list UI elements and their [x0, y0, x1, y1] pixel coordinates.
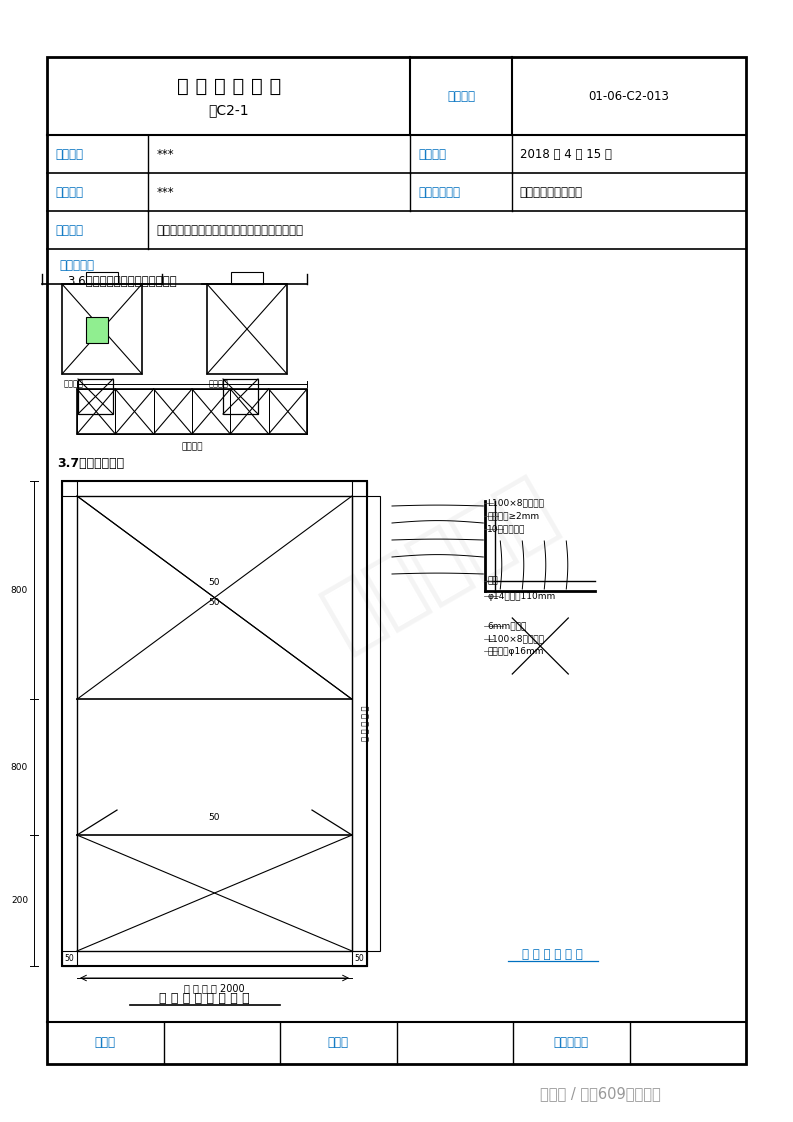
Text: 本交底内容适用于地下室墙体模板支设施工工艺: 本交底内容适用于地下室墙体模板支设施工工艺 — [156, 223, 304, 237]
Text: 3.6墙体阴阳角及模板拼缝节点。: 3.6墙体阴阳角及模板拼缝节点。 — [67, 275, 177, 287]
Text: 门 洞 口 模 板 支 立 图: 门 洞 口 模 板 支 立 图 — [159, 992, 250, 1004]
Text: 技 术 交 底 记 录: 技 术 交 底 记 录 — [177, 76, 281, 95]
Text: 800: 800 — [11, 763, 28, 772]
Text: 审核人: 审核人 — [94, 1037, 116, 1049]
Text: 交底提要: 交底提要 — [55, 223, 83, 237]
Bar — [78, 379, 113, 414]
Text: 50: 50 — [209, 598, 220, 607]
Bar — [352, 481, 367, 496]
Text: 800: 800 — [11, 586, 28, 595]
Text: 接受交底人: 接受交底人 — [554, 1037, 588, 1049]
Text: 中心开孔φ16mm: 中心开孔φ16mm — [487, 646, 543, 655]
Text: 50: 50 — [64, 954, 75, 963]
Text: 2018 年 4 月 15 日: 2018 年 4 月 15 日 — [520, 147, 611, 160]
Bar — [77, 389, 115, 434]
Text: 夹心垫层≥2mm: 夹心垫层≥2mm — [487, 512, 539, 521]
Bar — [207, 284, 287, 374]
Text: φ14螺杆长110mm: φ14螺杆长110mm — [487, 591, 555, 600]
Bar — [192, 389, 230, 434]
Text: 6mm草钢板: 6mm草钢板 — [487, 622, 527, 631]
Text: 200: 200 — [11, 896, 28, 905]
Text: 资料编号: 资料编号 — [447, 90, 475, 102]
Bar — [269, 389, 307, 434]
Text: 门 扇 口 支 设: 门 扇 口 支 设 — [362, 706, 370, 742]
Text: 楔行: 楔行 — [487, 577, 498, 586]
Text: 门 洞 口 ＜ 2000: 门 洞 口 ＜ 2000 — [184, 983, 245, 993]
Text: 50: 50 — [354, 954, 364, 963]
Text: L100×8等边角钢: L100×8等边角钢 — [487, 498, 544, 507]
Text: 阴角模板: 阴角模板 — [64, 379, 84, 388]
Text: 3.7门窗洞口模板: 3.7门窗洞口模板 — [57, 457, 125, 469]
Bar — [77, 496, 352, 951]
Text: 工程名称: 工程名称 — [55, 147, 83, 160]
Text: 阳角模板: 阳角模板 — [209, 379, 229, 388]
Bar — [115, 389, 154, 434]
Text: 阴 角 节 点 大 样: 阴 角 节 点 大 样 — [522, 947, 583, 960]
Text: 50: 50 — [209, 812, 220, 821]
Bar — [86, 272, 118, 284]
Text: 01-06-C2-013: 01-06-C2-013 — [588, 90, 669, 102]
Text: 交底日期: 交底日期 — [419, 147, 446, 160]
Bar — [223, 379, 258, 414]
Text: 施工单位: 施工单位 — [55, 185, 83, 199]
Bar — [47, 57, 746, 1064]
Bar — [352, 951, 367, 966]
Bar — [86, 318, 109, 342]
Bar — [62, 284, 142, 374]
Text: L100×8等边角钢: L100×8等边角钢 — [487, 635, 544, 644]
Text: 10厚覆膜胶板: 10厚覆膜胶板 — [487, 524, 526, 533]
Bar — [230, 389, 269, 434]
Text: 分项工程名称: 分项工程名称 — [419, 185, 461, 199]
Bar — [352, 496, 380, 951]
Text: ***: *** — [156, 147, 174, 160]
Text: ***: *** — [156, 185, 174, 199]
Text: 50: 50 — [209, 578, 220, 587]
Bar — [231, 272, 263, 284]
Bar — [154, 389, 192, 434]
Bar — [62, 951, 77, 966]
Text: 头条号 / 淘淘609点滴分享: 头条号 / 淘淘609点滴分享 — [539, 1086, 661, 1102]
Text: 交底内容：: 交底内容： — [59, 258, 94, 272]
Bar — [62, 481, 77, 496]
Text: 交底人: 交底人 — [328, 1037, 349, 1049]
Bar — [77, 389, 307, 434]
Text: 模板拼缝: 模板拼缝 — [182, 442, 203, 451]
Text: 表C2-1: 表C2-1 — [209, 103, 249, 117]
Bar — [62, 481, 367, 966]
Text: 非会员水印: 非会员水印 — [312, 465, 569, 660]
Text: 地下室墙体模板支设: 地下室墙体模板支设 — [520, 185, 583, 199]
